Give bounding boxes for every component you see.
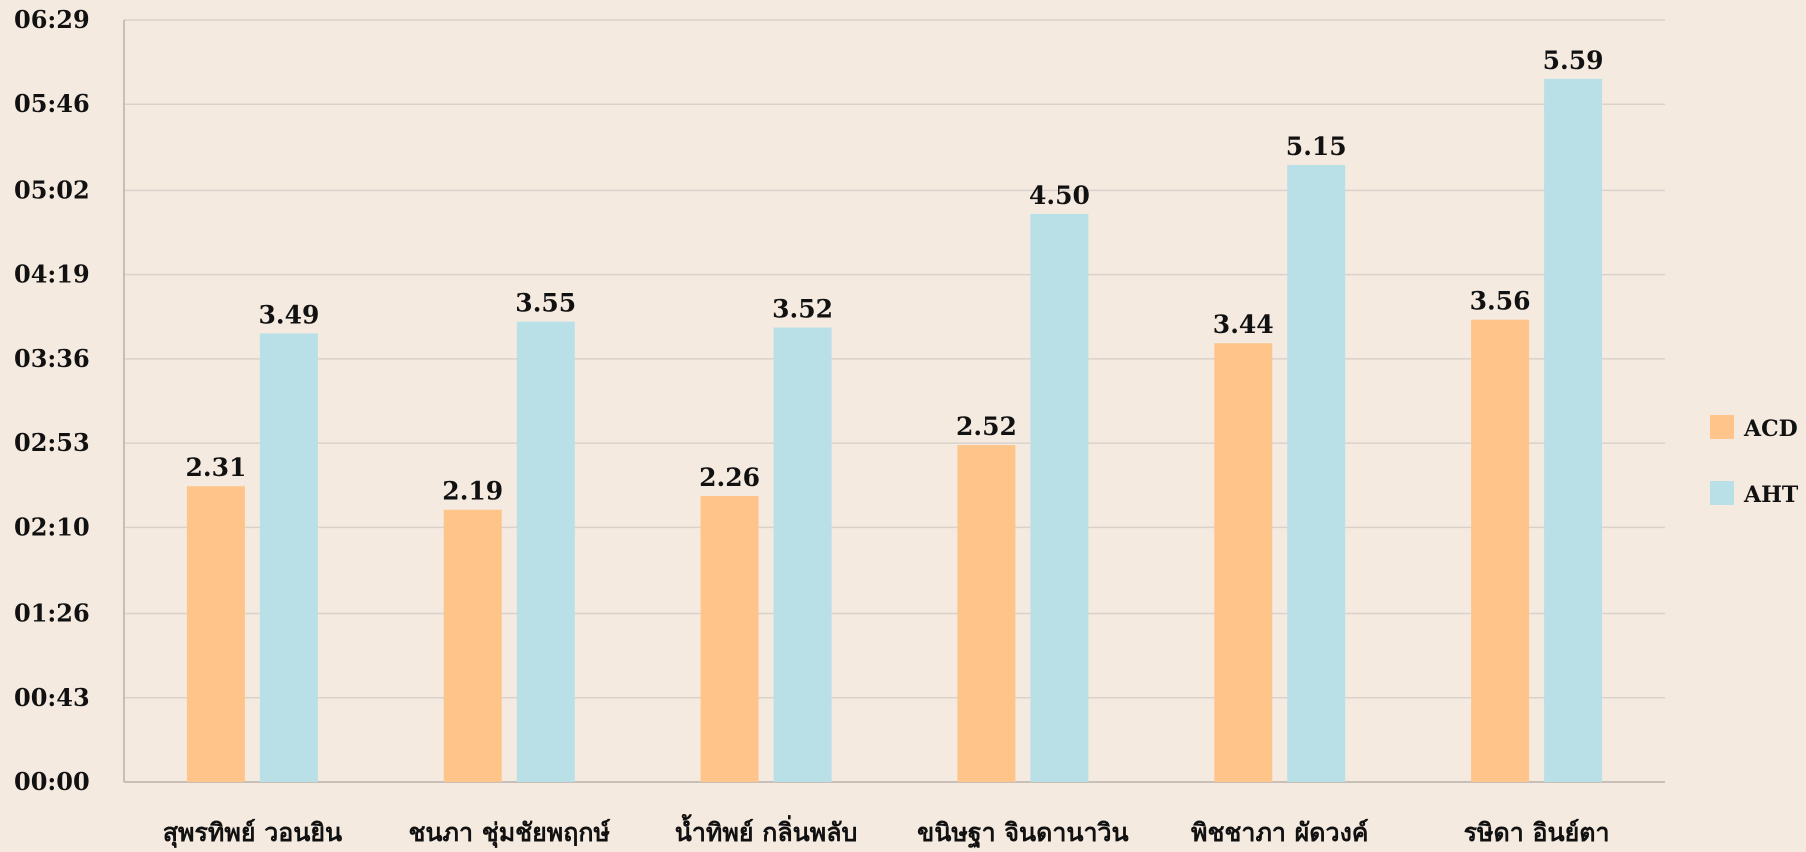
category-label: สุพรทิพย์ วอนยิน bbox=[163, 818, 342, 849]
y-tick-label: 02:53 bbox=[14, 428, 90, 457]
y-tick-label: 05:46 bbox=[14, 89, 90, 118]
y-tick-label: 06:29 bbox=[14, 5, 90, 34]
y-tick-label: 02:10 bbox=[14, 512, 90, 541]
legend-label-acd: ACD bbox=[1743, 416, 1798, 442]
data-label-aht: 5.15 bbox=[1286, 132, 1347, 161]
legend-swatch-acd bbox=[1710, 415, 1734, 439]
bar-aht bbox=[516, 321, 575, 782]
bar-aht bbox=[1544, 78, 1603, 783]
bar-acd bbox=[443, 509, 502, 782]
y-tick-label: 05:02 bbox=[14, 175, 90, 204]
y-tick-label: 04:19 bbox=[14, 260, 90, 289]
bar-acd bbox=[1471, 319, 1530, 782]
data-label-acd: 3.44 bbox=[1213, 310, 1274, 339]
data-label-aht: 3.52 bbox=[772, 295, 833, 324]
category-label: น้ำทิพย์ กลิ่นพลับ bbox=[675, 813, 858, 847]
y-tick-label: 00:00 bbox=[14, 767, 90, 796]
data-label-acd: 2.52 bbox=[956, 412, 1017, 441]
data-label-acd: 2.19 bbox=[442, 477, 503, 506]
y-axis-tick-labels: 00:00 00:43 01:26 02:10 02:53 03:36 04:19 05:02… bbox=[14, 5, 90, 796]
y-tick-label: 00:43 bbox=[14, 683, 90, 712]
bar-aht bbox=[1030, 213, 1089, 782]
bar-acd bbox=[186, 486, 245, 782]
bar-aht bbox=[1287, 164, 1346, 782]
data-label-aht: 4.50 bbox=[1029, 181, 1090, 210]
grid-lines bbox=[124, 19, 1665, 783]
bar-aht bbox=[773, 327, 832, 782]
category-label: ชนภา ชุ่มชัยพฤกษ์ bbox=[408, 818, 610, 849]
bar-acd bbox=[957, 445, 1016, 782]
data-labels: 2.31 3.49 2.19 3.55 2.26 3.52 2.52 4.50 3.44 5.15… bbox=[185, 46, 1603, 506]
data-label-acd: 2.31 bbox=[185, 453, 246, 482]
data-label-acd: 2.26 bbox=[699, 463, 760, 492]
x-axis-category-labels: สุพรทิพย์ วอนยิน ชนภา ชุ่มชัยพฤกษ์ น้ำทิพย… bbox=[163, 813, 1610, 849]
legend-swatch-aht bbox=[1710, 481, 1734, 505]
bar-acd bbox=[700, 496, 759, 782]
data-label-acd: 3.56 bbox=[1470, 287, 1531, 316]
data-label-aht: 3.55 bbox=[515, 289, 576, 318]
bar-acd bbox=[1214, 343, 1273, 782]
bar-aht bbox=[259, 333, 318, 782]
category-label: พิชชาภา ผัดวงค์ bbox=[1191, 818, 1369, 847]
data-label-aht: 3.49 bbox=[258, 300, 319, 329]
category-label: ขนิษฐา จินดานาวิน bbox=[917, 818, 1128, 849]
y-tick-label: 03:36 bbox=[14, 344, 90, 373]
bars bbox=[186, 78, 1603, 783]
category-label: รษิดา อินย์ตา bbox=[1464, 818, 1610, 847]
legend-label-aht: AHT bbox=[1743, 482, 1799, 508]
y-tick-label: 01:26 bbox=[14, 599, 90, 628]
data-label-aht: 5.59 bbox=[1543, 46, 1604, 75]
legend: ACD AHT bbox=[1710, 415, 1799, 508]
